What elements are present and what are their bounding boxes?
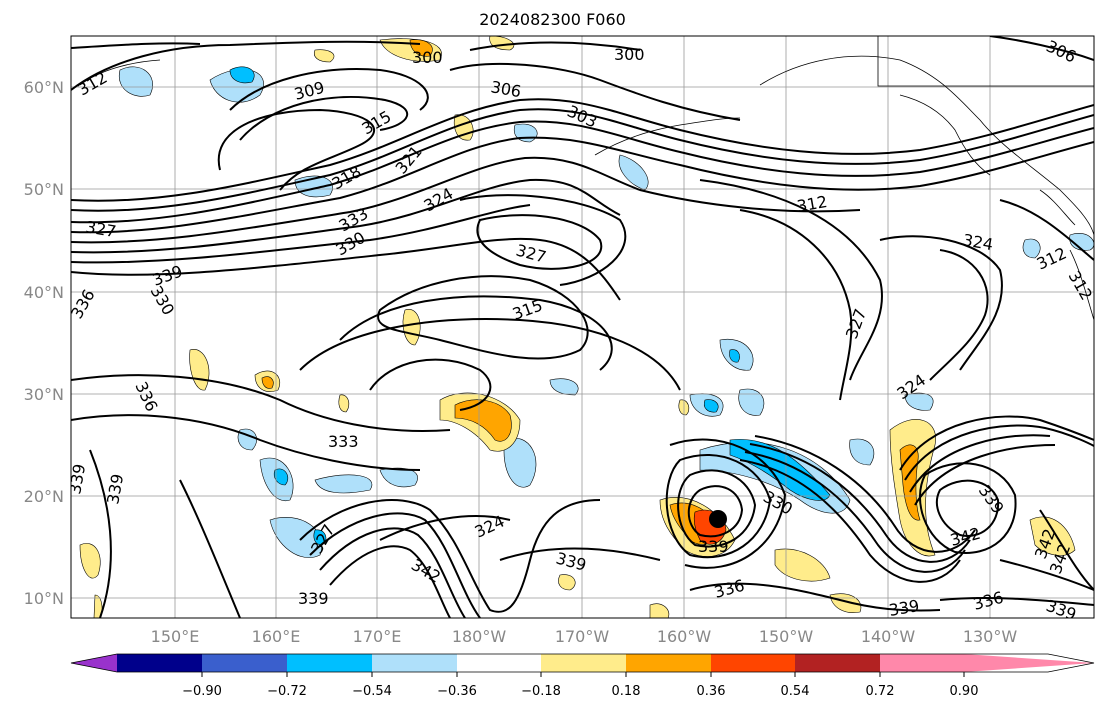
colorbar-tick: −0.72 <box>267 684 307 699</box>
colorbar-tick: 0.72 <box>866 684 895 699</box>
colorbar-tick: −0.90 <box>182 684 222 699</box>
lon-label: 170°W <box>555 627 610 646</box>
lon-label: 170°E <box>353 627 402 646</box>
colorbar-segment <box>795 654 880 672</box>
colorbar-segment <box>372 654 457 672</box>
colorbar-segment <box>626 654 711 672</box>
colorbar-segment <box>202 654 287 672</box>
colorbar-tick: 0.54 <box>781 684 810 699</box>
lat-label: 30°N <box>24 385 64 404</box>
colorbar-segment <box>541 654 626 672</box>
lon-label: 150°W <box>759 627 814 646</box>
lon-label: 150°E <box>151 627 200 646</box>
contour-label: 339 <box>65 462 89 495</box>
lat-label: 50°N <box>24 180 64 199</box>
colorbar-tick: −0.36 <box>437 684 477 699</box>
colorbar: −0.90 −0.72 −0.54 −0.36 −0.18 0.18 0.36 … <box>70 653 1095 699</box>
contour-label: 300 <box>614 45 645 64</box>
colorbar-extend-low <box>71 654 117 672</box>
colorbar-tick: −0.54 <box>352 684 392 699</box>
lat-axis-labels: 60°N 50°N 40°N 30°N 20°N 10°N <box>24 78 64 608</box>
map-plot-area: 312 309 300 300 306 306 303 315 321 318 … <box>65 35 1095 620</box>
contour-label: 339 <box>887 596 920 620</box>
colorbar-tick: 0.18 <box>612 684 641 699</box>
contour-label: 333 <box>328 432 359 451</box>
lat-label: 40°N <box>24 283 64 302</box>
lon-label: 180°W <box>452 627 507 646</box>
colorbar-segment <box>287 654 372 672</box>
colorbar-extend-high <box>964 654 1094 672</box>
lon-axis-labels: 150°E 160°E 170°E 180°W 170°W 160°W 150°… <box>151 627 1018 646</box>
map-title: 2024082300 F060 <box>479 10 626 29</box>
contour-label: 300 <box>412 48 443 67</box>
colorbar-segment <box>711 654 795 672</box>
contour-label-group: 312 309 300 300 306 306 303 315 321 318 … <box>65 36 1094 620</box>
lon-label: 130°W <box>963 627 1018 646</box>
colorbar-tick: 0.36 <box>697 684 726 699</box>
colorbar-segment <box>117 654 202 672</box>
lon-label: 160°E <box>252 627 301 646</box>
contour-label: 339 <box>698 537 729 556</box>
lat-label: 60°N <box>24 78 64 97</box>
lat-label: 20°N <box>24 487 64 506</box>
coastlines <box>79 36 1094 321</box>
lon-label: 160°W <box>657 627 712 646</box>
storm-center-marker <box>709 510 727 528</box>
contour-label: 339 <box>298 589 329 608</box>
colorbar-tick: 0.90 <box>950 684 979 699</box>
contour-lines <box>71 36 1094 618</box>
colorbar-segment <box>457 654 541 672</box>
colorbar-tick: −0.18 <box>521 684 561 699</box>
lon-label: 140°W <box>861 627 916 646</box>
colorbar-segment <box>880 654 964 672</box>
lat-label: 10°N <box>24 589 64 608</box>
